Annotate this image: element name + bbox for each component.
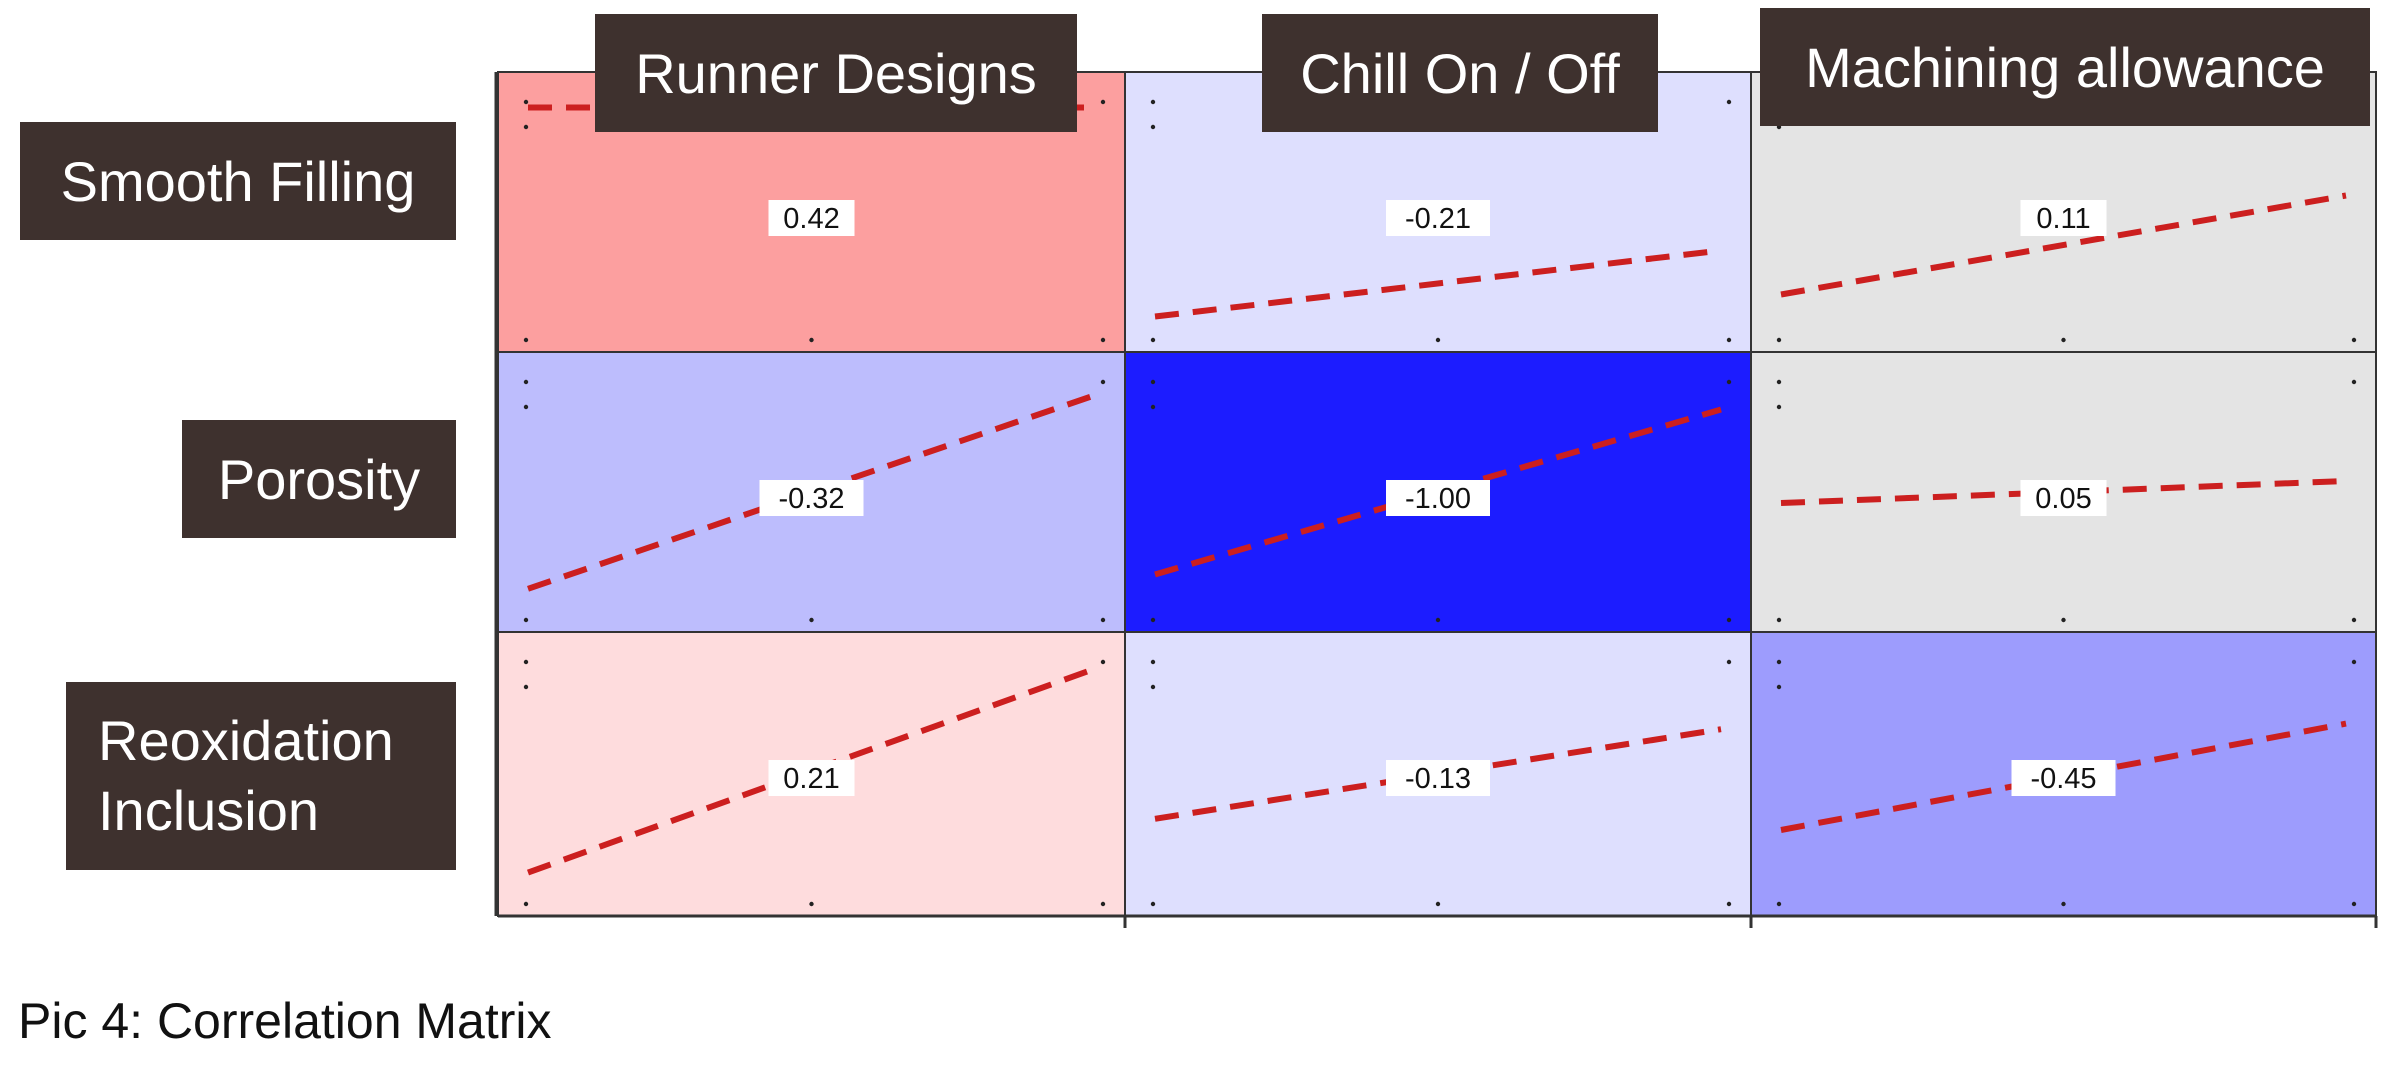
scatter-point	[1100, 99, 1106, 105]
scatter-point	[1100, 617, 1106, 623]
scatter-point	[523, 379, 529, 385]
scatter-point	[523, 901, 529, 907]
scatter-point	[1100, 337, 1106, 343]
scatter-point	[1776, 617, 1782, 623]
scatter-point	[2351, 659, 2357, 665]
scatter-point	[523, 659, 529, 665]
data-label-bg	[1386, 760, 1490, 796]
scatter-point	[1150, 404, 1156, 410]
scatter-point	[1150, 684, 1156, 690]
trend-line	[526, 665, 1097, 876]
row-header: Smooth Filling	[20, 122, 456, 240]
scatter-point	[2061, 901, 2066, 907]
figure-caption: Pic 4: Correlation Matrix	[18, 993, 552, 1049]
data-label: 0.11	[2036, 203, 2090, 235]
data-label: -0.13	[1405, 763, 1471, 795]
data-label: 0.42	[783, 203, 839, 235]
data-label: -1.00	[1405, 483, 1471, 515]
scatter-point	[1726, 659, 1732, 665]
scatter-point	[1150, 659, 1156, 665]
scatter-point	[1726, 379, 1732, 385]
scatter-point	[2061, 617, 2066, 623]
data-label: -0.21	[1405, 203, 1471, 235]
scatter-point	[809, 337, 814, 343]
scatter-point	[1100, 901, 1106, 907]
scatter-point	[523, 684, 529, 690]
column-header: Chill On / Off	[1262, 14, 1658, 132]
scatter-point	[1435, 617, 1441, 623]
scatter-point	[523, 99, 529, 105]
scatter-point	[1726, 901, 1732, 907]
scatter-point	[1776, 901, 1782, 907]
scatter-point	[2351, 901, 2357, 907]
data-label-bg	[768, 760, 855, 796]
data-label-bg	[1386, 480, 1490, 516]
scatter-point	[1726, 337, 1732, 343]
trend-line	[1780, 192, 2347, 298]
scatter-point	[1726, 617, 1732, 623]
scatter-point	[1776, 337, 1782, 343]
scatter-point	[2351, 337, 2357, 343]
scatter-point	[1435, 337, 1441, 343]
scatter-point	[809, 901, 814, 907]
trend-line	[527, 392, 1096, 592]
scatter-point	[1150, 337, 1156, 343]
scatter-point	[1776, 404, 1782, 410]
data-label: 0.21	[783, 763, 839, 795]
trend-line	[1154, 406, 1722, 578]
column-header: Machining allowance	[1760, 8, 2370, 126]
scatter-point	[2351, 617, 2357, 623]
scatter-point	[1100, 379, 1106, 385]
scatter-point	[1776, 684, 1782, 690]
scatter-point	[1150, 124, 1156, 130]
scatter-point	[1776, 379, 1782, 385]
row-header: Porosity	[182, 420, 456, 538]
scatter-point	[1435, 901, 1441, 907]
scatter-point	[1150, 379, 1156, 385]
data-label-bg	[2020, 480, 2107, 516]
data-label-bg	[2011, 760, 2116, 796]
trend-line	[1154, 247, 1722, 320]
scatter-point	[2061, 337, 2066, 343]
data-label: 0.05	[2035, 483, 2091, 515]
scatter-point	[1100, 659, 1106, 665]
scatter-point	[809, 617, 814, 623]
data-label-bg	[768, 200, 855, 236]
scatter-point	[1150, 901, 1156, 907]
scatter-point	[523, 124, 529, 130]
scatter-point	[523, 337, 529, 343]
scatter-point	[523, 404, 529, 410]
scatter-point	[523, 617, 529, 623]
data-label: -0.45	[2030, 763, 2096, 795]
scatter-point	[2351, 379, 2357, 385]
scatter-point	[1150, 617, 1156, 623]
scatter-point	[1150, 99, 1156, 105]
data-label-bg	[759, 480, 864, 516]
data-label-bg	[2020, 200, 2107, 236]
scatter-point	[1726, 99, 1732, 105]
data-label: -0.32	[778, 483, 844, 515]
column-header: Runner Designs	[595, 14, 1077, 132]
scatter-point	[1776, 659, 1782, 665]
row-header: Reoxidation Inclusion	[66, 682, 456, 870]
data-label-bg	[1386, 200, 1490, 236]
